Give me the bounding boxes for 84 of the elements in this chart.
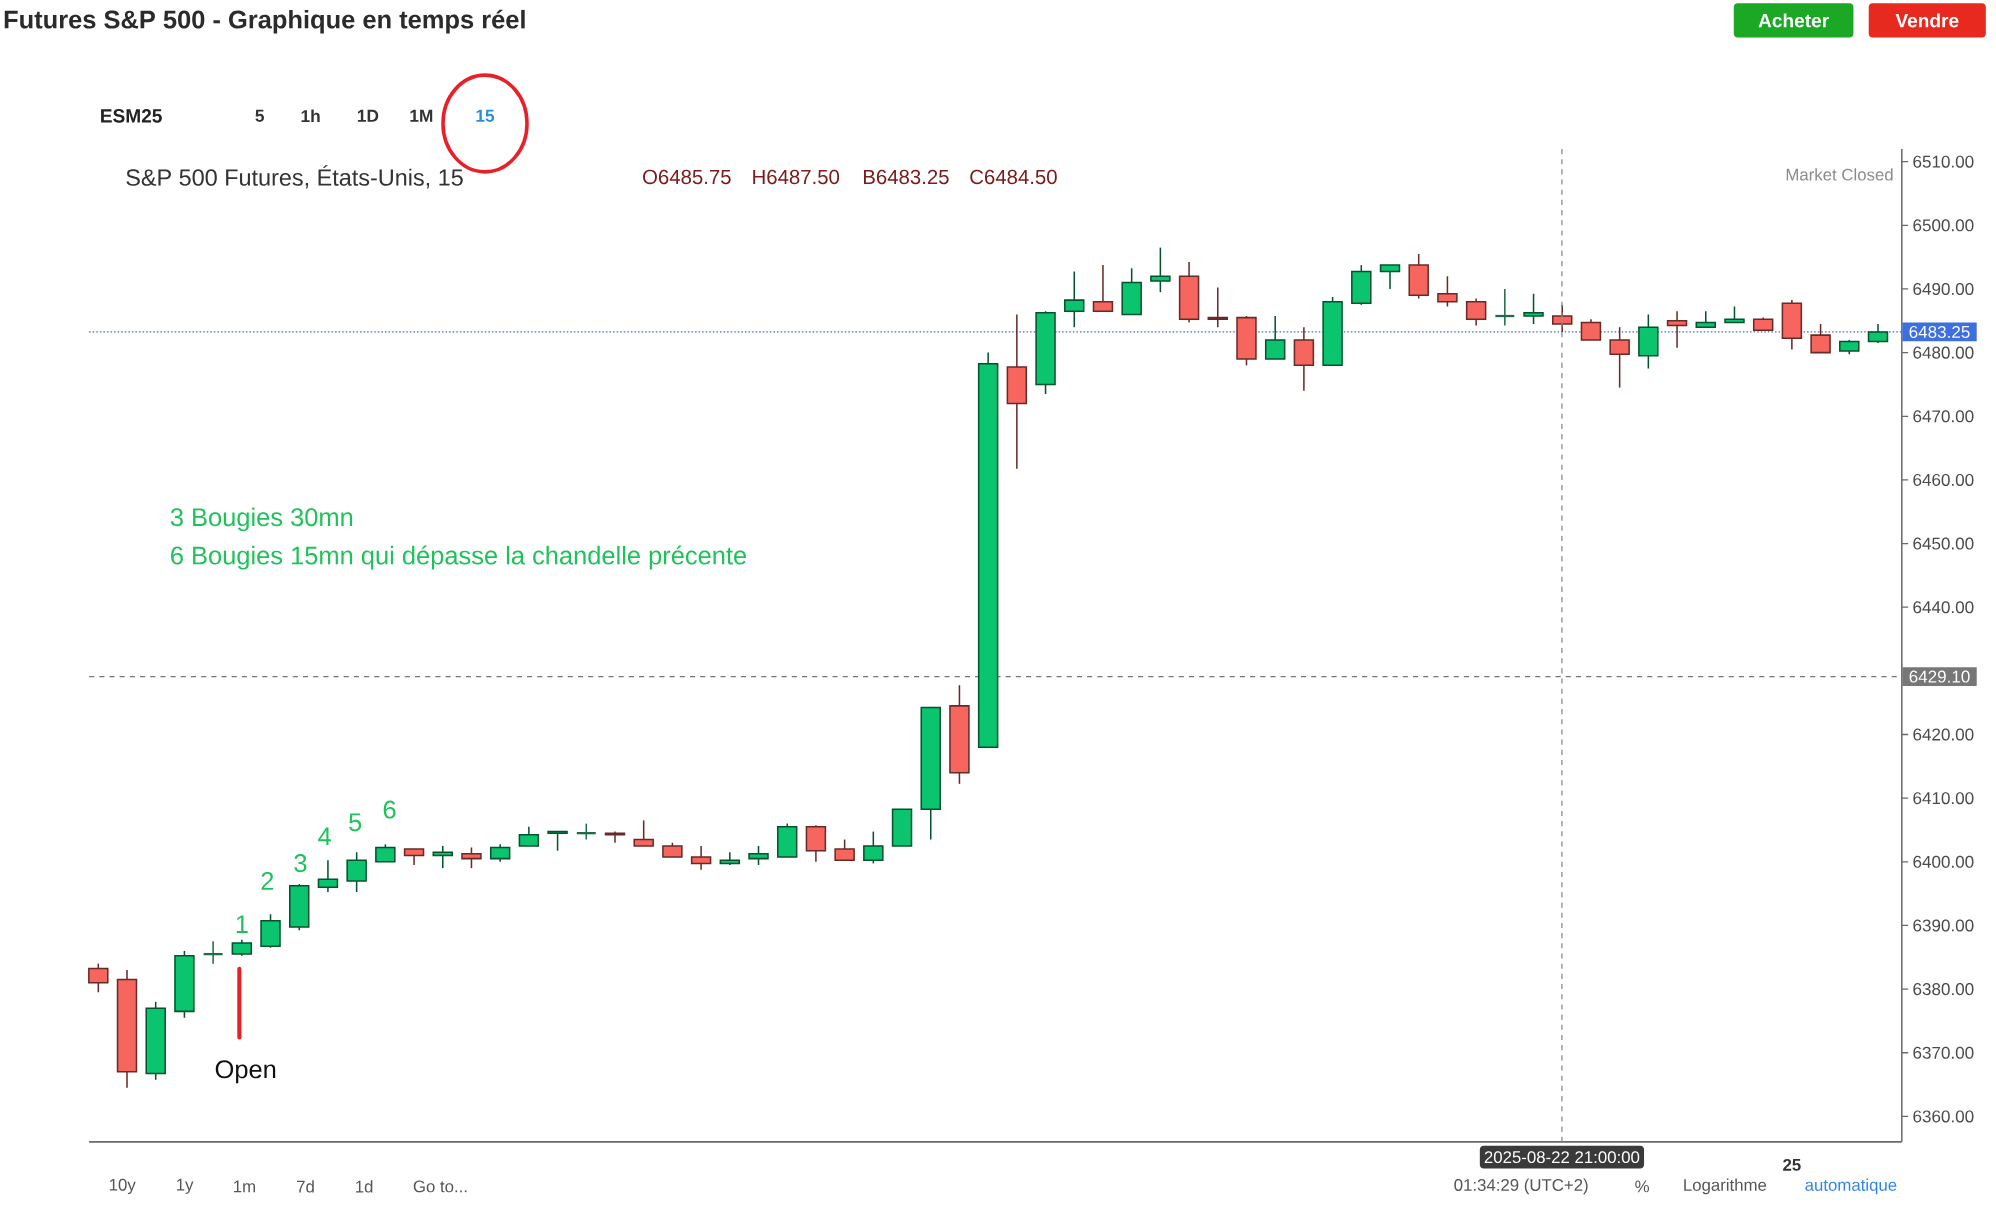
candlestick [1523, 292, 1544, 325]
annotation: B6483.25 [863, 169, 949, 185]
candlestick [1207, 286, 1229, 328]
text: 5 [255, 109, 265, 122]
candlestick [346, 851, 367, 893]
annotation: O6485.75 [643, 169, 731, 185]
candlestick [690, 844, 712, 871]
text: Acheter [1758, 13, 1829, 28]
candlestick [1609, 326, 1630, 389]
annotation: 1 [236, 915, 248, 933]
candlestick [461, 846, 482, 869]
candlestick [1150, 246, 1171, 293]
candlestick [1264, 315, 1286, 360]
candlestick [1465, 297, 1487, 327]
candlestick [1695, 310, 1716, 328]
candlestick [432, 844, 453, 869]
y-tick-label: 6390.00 [1913, 919, 1974, 932]
y-tick-label: 6370.00 [1913, 1046, 1974, 1059]
text: 1d [356, 1180, 373, 1193]
candlestick [1580, 318, 1602, 341]
y-tick-label: 6440.00 [1913, 601, 1974, 614]
candlestick [748, 844, 769, 866]
y-tick-label: 6420.00 [1913, 728, 1974, 741]
candlestick [1064, 270, 1085, 328]
candlestick [1551, 303, 1573, 333]
text: S&P 500 Futures, États-Unis, 15 [126, 165, 463, 189]
annotation: 2 [261, 871, 274, 890]
text: 7d [297, 1180, 314, 1193]
candlestick [1437, 275, 1458, 308]
text: 10y [109, 1178, 136, 1194]
candlestick [518, 825, 540, 847]
y-tick-label: 6490.00 [1913, 282, 1974, 295]
text: 01:34:29 (UTC+2) [1454, 1178, 1588, 1195]
candlestick [633, 819, 654, 847]
y-tick-label: 6460.00 [1913, 473, 1974, 486]
candlestick [1494, 288, 1516, 327]
y-tick-label: 6360.00 [1913, 1110, 1974, 1123]
text: 1y [176, 1178, 194, 1194]
candlestick [317, 859, 339, 893]
y-tick-label: 6400.00 [1913, 855, 1974, 868]
candlestick [805, 824, 827, 863]
annotation: 6 Bougies 15mn qui dépasse la chandelle précente [171, 545, 747, 570]
y-tick-label: 6470.00 [1913, 410, 1974, 423]
candlestick [1092, 264, 1114, 312]
y-tick-label: 6510.00 [1913, 155, 1974, 168]
text: 1m [234, 1180, 255, 1193]
candlestick [1379, 264, 1401, 290]
text: automatique [1805, 1178, 1897, 1195]
text: 15 [476, 109, 495, 122]
candlestick [88, 962, 109, 993]
text: 1D [357, 109, 379, 122]
annotation: 3 Bougies 30mn [170, 507, 353, 532]
text: Vendre [1895, 13, 1959, 28]
text: 1M [410, 109, 433, 122]
text: 1h [301, 109, 320, 122]
text: 2025-08-22 21:00:00 [1484, 1151, 1640, 1163]
x-tick-label: 25 [1783, 1158, 1801, 1171]
annotation: 5 [349, 813, 362, 832]
chart-title: Futures S&P 500 - Graphique en temps réel [4, 9, 525, 34]
candlestick [202, 940, 224, 965]
ref-line-label: 6429.10 [1909, 670, 1970, 683]
candlestick [863, 830, 884, 865]
text: ESM25 [101, 108, 162, 123]
text: Go to... [413, 1180, 467, 1193]
candlestick [834, 838, 855, 861]
y-tick-label: 6450.00 [1913, 537, 1974, 550]
text: Logarithme [1684, 1178, 1767, 1195]
y-tick-label: 6410.00 [1913, 791, 1974, 805]
y-tick-label: 6480.00 [1913, 346, 1974, 359]
candlestick [1810, 323, 1831, 354]
ref-line-label: 6483.25 [1909, 325, 1970, 338]
annotation: H6487.50 [753, 169, 840, 185]
y-tick-label: 6380.00 [1913, 982, 1974, 995]
annotation: Open [215, 1060, 276, 1084]
y-tick-label: 6500.00 [1913, 219, 1974, 232]
candlestick [547, 830, 568, 852]
annotation: 4 [318, 827, 331, 845]
annotation: C6484.50 [970, 169, 1057, 185]
text: % [1635, 1180, 1649, 1193]
candlestick [1666, 310, 1688, 349]
annotation: 6 [383, 800, 396, 819]
annotation: Market Closed [1786, 168, 1893, 181]
annotation: 3 [294, 853, 307, 872]
candlestick [1867, 323, 1889, 344]
